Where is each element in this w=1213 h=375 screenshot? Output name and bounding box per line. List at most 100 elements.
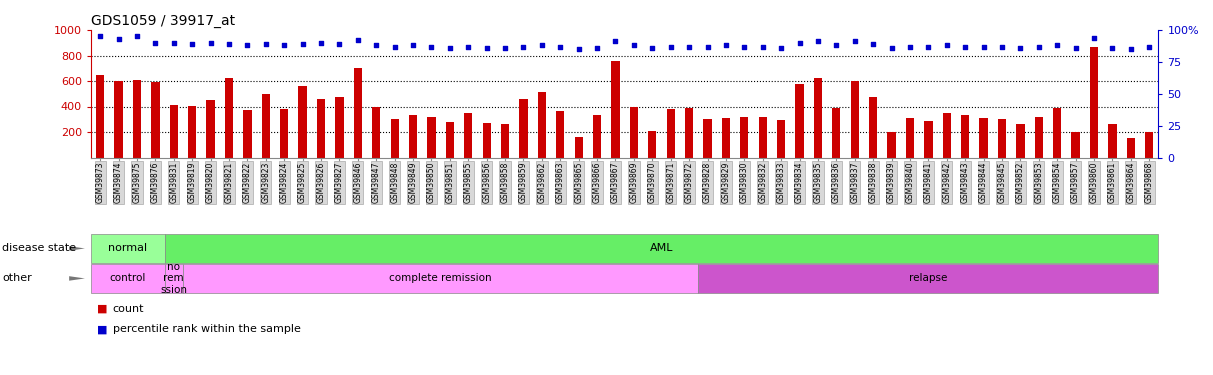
Bar [537, 93, 546, 158]
Point [348, 37, 368, 43]
Bar [96, 75, 104, 158]
Bar [483, 123, 491, 158]
Point [440, 45, 460, 51]
Point [808, 39, 827, 45]
Point [385, 44, 404, 50]
Bar [501, 124, 509, 158]
Bar [1016, 124, 1025, 158]
Point [109, 36, 129, 42]
Bar [869, 97, 877, 158]
Bar [704, 119, 712, 158]
Point [459, 44, 478, 50]
Point [220, 41, 239, 47]
Point [938, 42, 957, 48]
Point [992, 44, 1012, 50]
Point [422, 44, 442, 50]
Bar [519, 99, 528, 158]
Text: normal: normal [108, 243, 147, 254]
Point [330, 41, 349, 47]
Bar [593, 116, 602, 158]
Bar [354, 68, 361, 158]
Bar [133, 80, 141, 158]
Point [1084, 34, 1104, 40]
Bar [1127, 138, 1135, 158]
Point [366, 42, 386, 48]
Bar [979, 118, 987, 158]
Bar [188, 106, 197, 158]
Bar [335, 97, 343, 158]
Bar [409, 116, 417, 158]
Text: other: other [2, 273, 33, 284]
Bar [1089, 46, 1098, 158]
Point [182, 41, 201, 47]
Bar [244, 110, 251, 158]
Bar [758, 117, 767, 158]
Bar [1053, 108, 1061, 158]
Point [974, 44, 993, 50]
Point [643, 45, 662, 51]
Point [1048, 42, 1067, 48]
Text: ■: ■ [97, 304, 108, 314]
Bar [814, 78, 822, 158]
Bar [998, 119, 1006, 158]
Point [533, 42, 552, 48]
Bar [427, 117, 435, 158]
Point [1029, 44, 1048, 50]
Bar [722, 118, 730, 158]
Bar [224, 78, 233, 158]
Point [551, 44, 570, 50]
Bar [924, 120, 933, 158]
Text: complete remission: complete remission [389, 273, 492, 284]
Bar [114, 81, 123, 158]
Bar [206, 100, 215, 158]
Point [1139, 44, 1158, 50]
Bar [170, 105, 178, 158]
Bar [832, 108, 841, 158]
Bar [611, 61, 620, 158]
Point [569, 46, 588, 52]
Bar [280, 109, 289, 158]
Point [514, 44, 534, 50]
Point [956, 44, 975, 50]
Point [1103, 45, 1122, 51]
Bar [778, 120, 785, 158]
Bar [298, 86, 307, 158]
Point [238, 42, 257, 48]
Point [1121, 46, 1140, 52]
Bar [740, 117, 748, 158]
Text: count: count [113, 304, 144, 314]
Point [716, 42, 735, 48]
Bar [445, 123, 454, 158]
Point [845, 39, 865, 45]
Point [127, 33, 147, 39]
Point [1066, 45, 1086, 51]
Bar [372, 106, 381, 158]
Bar [465, 113, 472, 158]
Point [1010, 45, 1030, 51]
Point [864, 41, 883, 47]
Bar [262, 94, 270, 158]
Point [91, 33, 110, 39]
Bar [1145, 132, 1154, 158]
Point [625, 42, 644, 48]
Text: relapse: relapse [910, 273, 947, 284]
Text: percentile rank within the sample: percentile rank within the sample [113, 324, 301, 334]
Point [918, 44, 938, 50]
Text: GDS1059 / 39917_at: GDS1059 / 39917_at [91, 13, 235, 28]
Point [587, 45, 606, 51]
Point [735, 44, 754, 50]
Bar [317, 99, 325, 158]
Point [753, 44, 773, 50]
Bar [796, 84, 804, 158]
Bar [685, 108, 694, 158]
Bar [850, 81, 859, 158]
Point [404, 42, 423, 48]
Point [679, 44, 699, 50]
Bar [906, 118, 915, 158]
Point [312, 40, 331, 46]
Point [256, 41, 275, 47]
Text: disease state: disease state [2, 243, 76, 254]
Point [146, 40, 165, 46]
Point [882, 45, 901, 51]
Bar [575, 137, 582, 158]
